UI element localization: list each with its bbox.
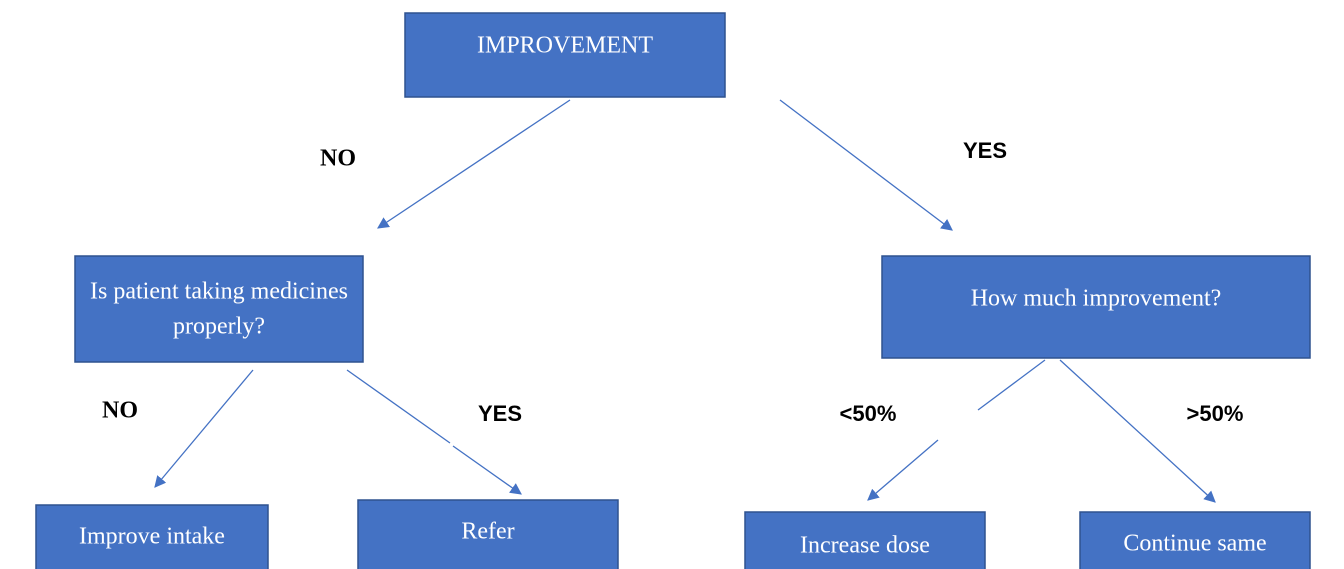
node-label: properly?	[173, 314, 265, 340]
node-box	[35, 504, 269, 569]
node-label: Refer	[461, 519, 514, 545]
node-box	[881, 255, 1311, 359]
edge-label: YES	[478, 401, 522, 426]
edge-arrow	[154, 369, 254, 488]
node-box	[74, 255, 364, 363]
node-label: Continue same	[1123, 531, 1266, 557]
node-box	[357, 499, 619, 569]
node-box	[744, 511, 986, 569]
edge-label: NO	[102, 398, 138, 424]
edge-arrow	[346, 369, 451, 444]
node-label: Increase dose	[800, 533, 930, 559]
edge-arrow	[779, 99, 953, 231]
node-label: How much improvement?	[971, 286, 1222, 312]
edge-label: YES	[963, 138, 1007, 163]
edge-label: NO	[320, 146, 356, 172]
edge-arrow	[452, 445, 522, 495]
edge-arrow	[1059, 359, 1216, 503]
node-label: IMPROVEMENT	[477, 33, 653, 59]
edge-arrow	[977, 359, 1046, 411]
node-label: Is patient taking medicines	[90, 279, 348, 305]
edge-arrow	[377, 99, 571, 229]
node-box	[404, 12, 726, 98]
node-label: Improve intake	[79, 524, 225, 550]
edge-label: <50%	[840, 401, 897, 426]
edge-arrow	[867, 439, 939, 501]
node-box	[1079, 511, 1311, 569]
edge-label: >50%	[1187, 401, 1244, 426]
